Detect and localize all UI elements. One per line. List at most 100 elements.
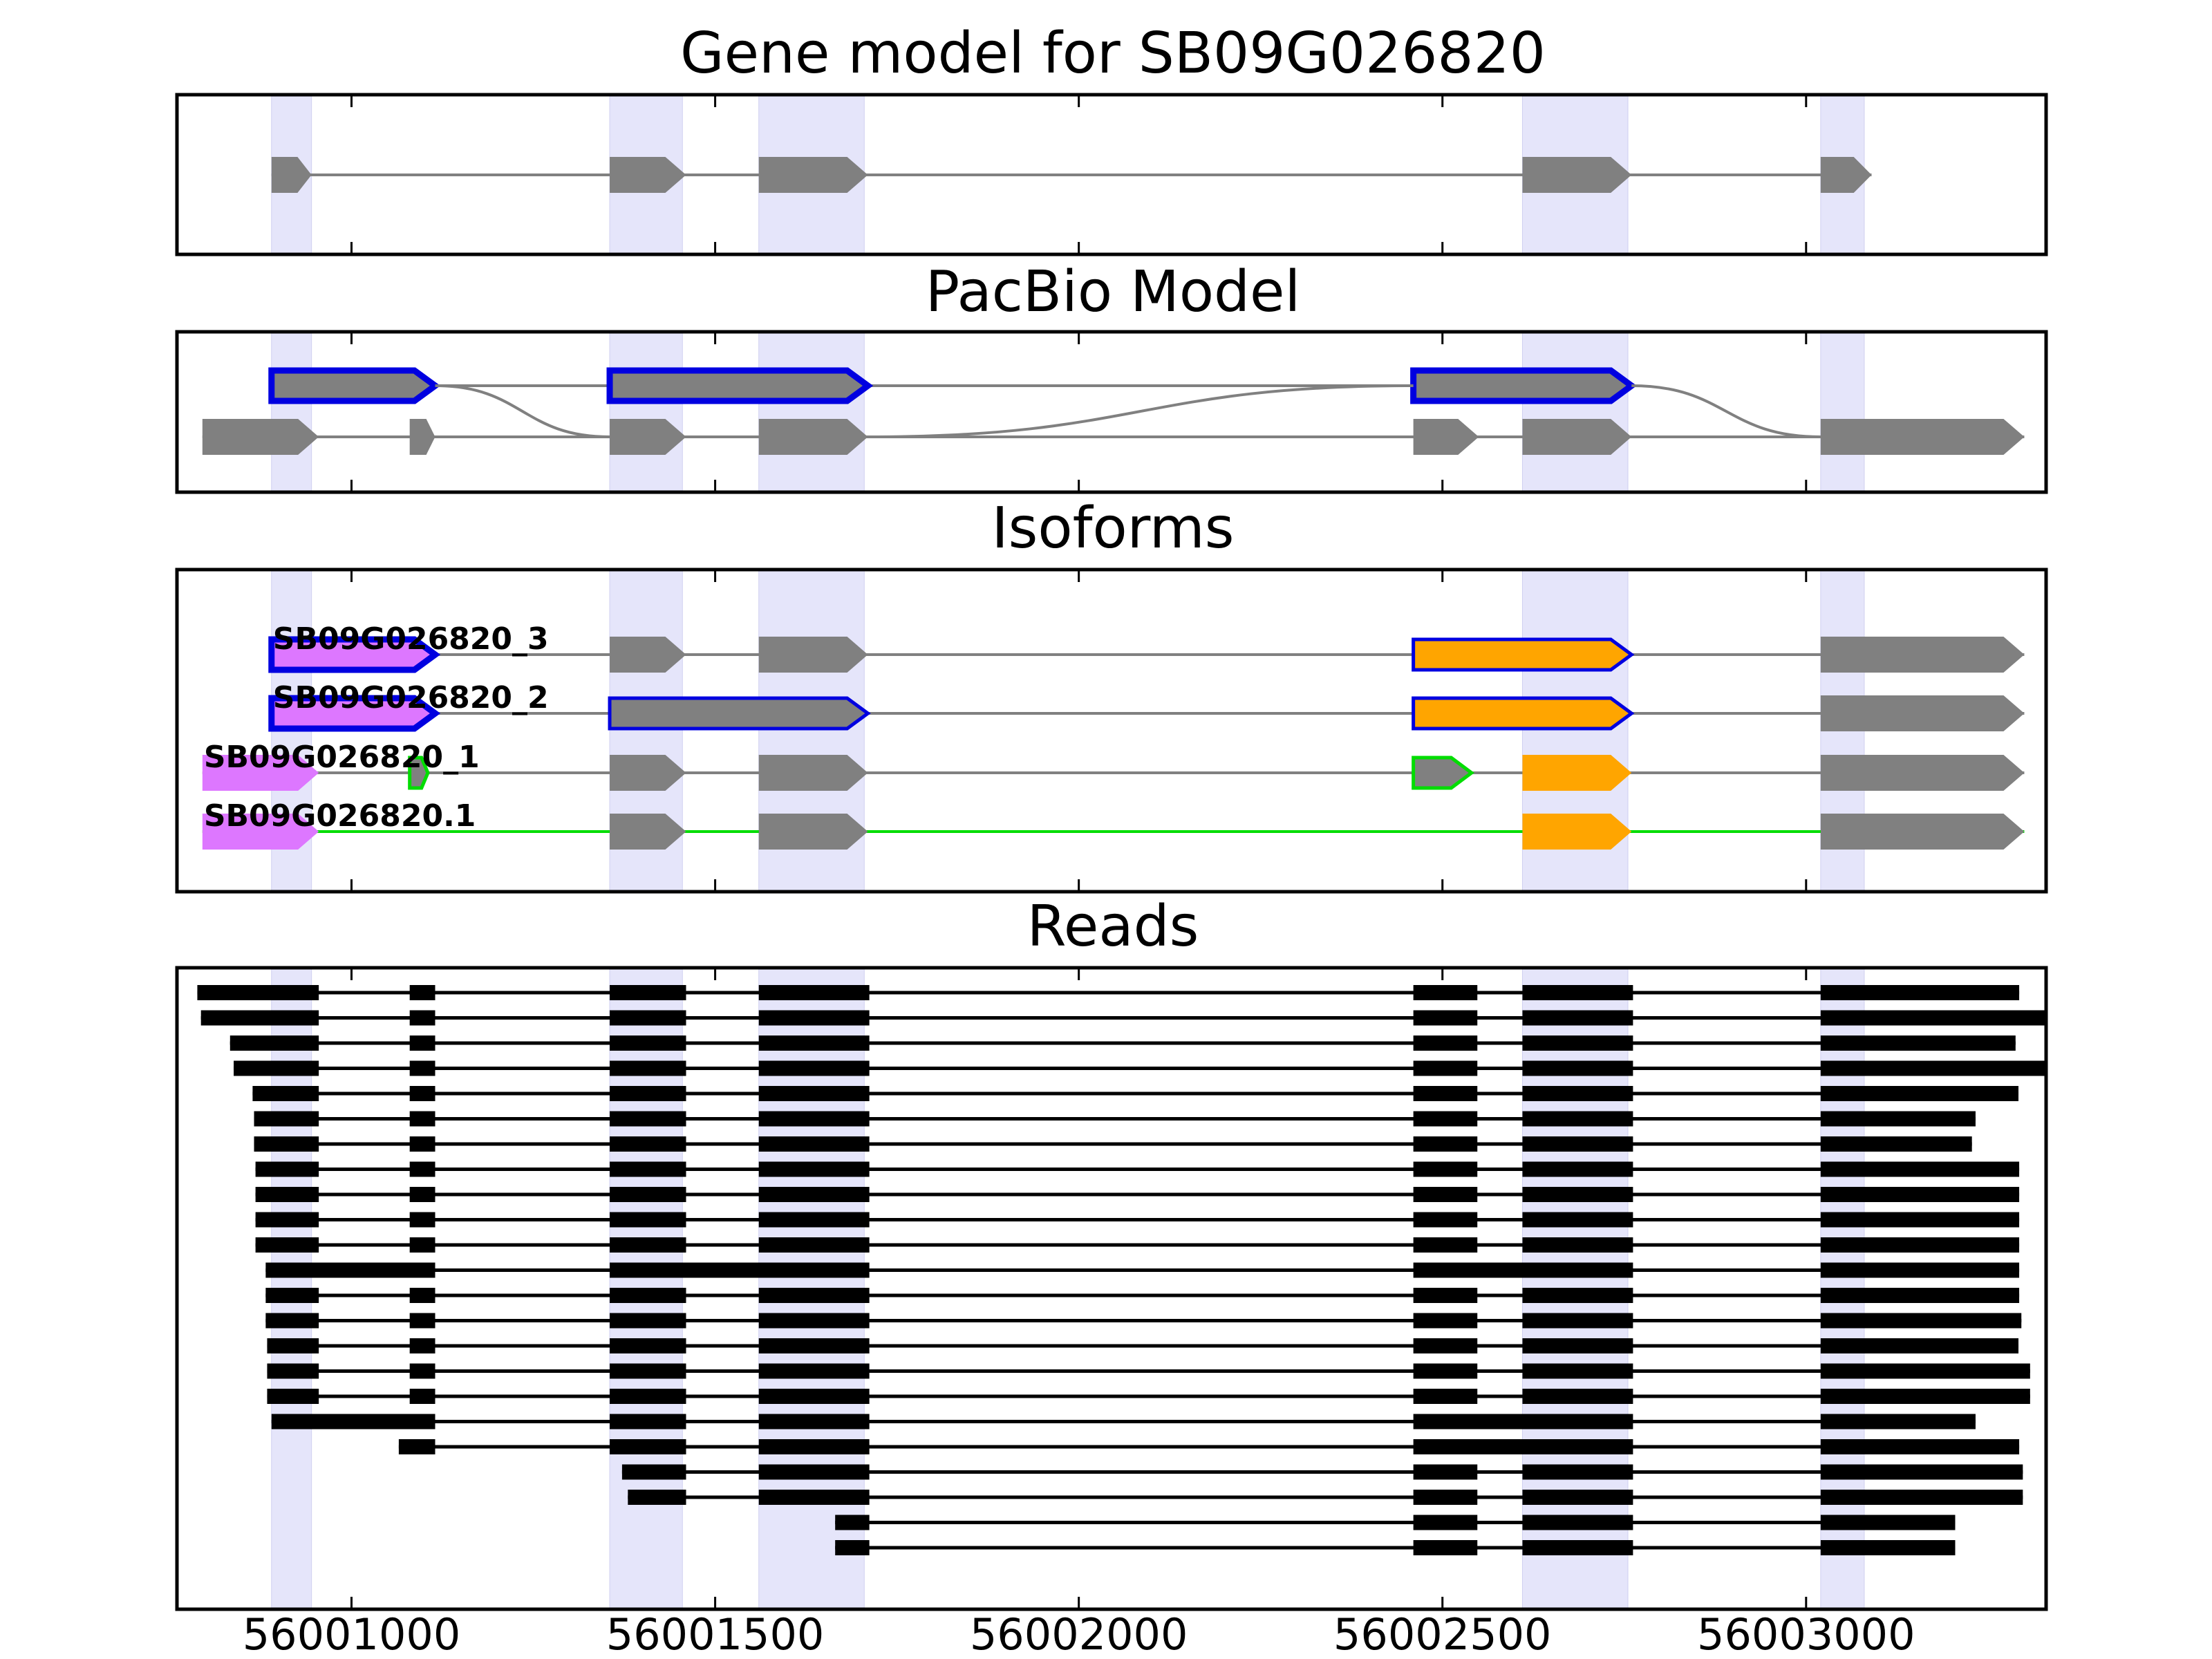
- read-block: [758, 1136, 870, 1152]
- read-block: [610, 1262, 870, 1278]
- exon-block: [1412, 696, 1635, 731]
- read-block: [610, 1389, 686, 1404]
- exon-block: [202, 419, 319, 455]
- exon-block: [268, 636, 441, 673]
- splice-link: [1631, 384, 1821, 438]
- read-block: [1413, 1515, 1478, 1530]
- axes-frame: [175, 93, 2048, 256]
- read-block: [1413, 1035, 1478, 1051]
- read-block: [758, 1111, 870, 1127]
- read-block: [628, 1490, 686, 1505]
- read-block: [200, 1010, 319, 1026]
- exon-block: [1522, 755, 1632, 791]
- read-block: [1522, 1237, 1633, 1253]
- read-block: [1820, 1490, 2023, 1505]
- read-block: [1820, 1237, 2020, 1253]
- x-tick-label: 56001500: [606, 1609, 825, 1659]
- transcript-row: [268, 367, 1637, 404]
- read-block: [835, 1540, 870, 1555]
- read-block: [409, 1212, 435, 1228]
- read-block: [1820, 1313, 2022, 1329]
- read-block: [1413, 985, 1478, 1000]
- exon-block: [1820, 814, 2025, 850]
- read-block: [409, 1111, 435, 1127]
- read-row: [265, 1288, 2020, 1303]
- read-row: [267, 1338, 2019, 1353]
- read-block: [610, 985, 686, 1000]
- read-block: [1820, 1187, 2020, 1202]
- read-block: [758, 1060, 870, 1076]
- highlight-band: [758, 331, 865, 493]
- read-block: [409, 1187, 435, 1202]
- read-block: [1820, 1111, 1976, 1127]
- exon-block: [1820, 755, 2025, 791]
- transcript-row: [202, 419, 2025, 455]
- read-block: [1820, 1060, 2046, 1076]
- read-block: [1522, 1389, 1633, 1404]
- read-block: [610, 1187, 686, 1202]
- exon-block: [268, 367, 441, 404]
- exon-block: [1410, 367, 1637, 404]
- read-row: [265, 1313, 2022, 1329]
- read-block: [409, 1035, 435, 1051]
- read-block: [409, 1288, 435, 1303]
- splice-link: [868, 384, 1414, 438]
- x-tick-label: 56001000: [243, 1609, 461, 1659]
- read-block: [267, 1338, 319, 1353]
- read-block: [1820, 1288, 2020, 1303]
- read-block: [1413, 1136, 1478, 1152]
- read-block: [1413, 1338, 1478, 1353]
- read-block: [610, 1414, 686, 1430]
- read-block: [758, 985, 870, 1000]
- read-block: [1413, 1212, 1478, 1228]
- read-block: [621, 1464, 686, 1480]
- exon-block: [606, 367, 874, 404]
- read-row: [267, 1389, 2030, 1404]
- read-block: [1820, 1086, 2019, 1101]
- exon-block: [1820, 157, 1872, 193]
- exon-block: [1412, 637, 1635, 672]
- read-row: [255, 1187, 2020, 1202]
- read-block: [1522, 1464, 1633, 1480]
- read-block: [1413, 1313, 1478, 1329]
- read-block: [1522, 1540, 1633, 1555]
- read-block: [1522, 1338, 1633, 1353]
- read-block: [758, 1288, 870, 1303]
- read-row: [628, 1490, 2023, 1505]
- read-block: [409, 1313, 435, 1329]
- read-block: [610, 1161, 686, 1177]
- exon-block: [1820, 695, 2025, 731]
- x-tick-label: 56002500: [1333, 1609, 1552, 1659]
- read-block: [1413, 1086, 1478, 1101]
- panel-title-pacbio-model: PacBio Model: [926, 259, 1301, 325]
- read-block: [1820, 985, 2020, 1000]
- isoform-label: SB09G026820_1: [204, 740, 480, 775]
- read-block: [610, 1439, 686, 1454]
- read-row: [255, 1212, 2020, 1228]
- read-block: [1820, 1540, 1956, 1555]
- read-row: [621, 1464, 2023, 1480]
- read-block: [1413, 1111, 1478, 1127]
- exon-block: [408, 756, 430, 790]
- exon-block: [758, 814, 868, 850]
- read-row: [252, 1086, 2019, 1101]
- read-block: [758, 1212, 870, 1228]
- highlight-band: [609, 331, 683, 493]
- read-block: [197, 985, 319, 1000]
- highlight-band: [1820, 331, 1865, 493]
- read-block: [610, 1212, 686, 1228]
- read-row: [271, 1414, 1976, 1430]
- read-block: [1522, 1288, 1633, 1303]
- isoform-label: SB09G026820_2: [273, 680, 549, 715]
- read-block: [610, 1338, 686, 1353]
- read-block: [1820, 1161, 2020, 1177]
- exon-block: [268, 695, 441, 732]
- exon-block: [1522, 814, 1632, 850]
- read-block: [758, 1313, 870, 1329]
- read-row: [835, 1515, 1956, 1530]
- exon-block: [758, 419, 868, 455]
- read-block: [409, 1161, 435, 1177]
- read-block: [409, 1389, 435, 1404]
- read-row: [255, 1237, 2020, 1253]
- exon-block: [1412, 756, 1474, 790]
